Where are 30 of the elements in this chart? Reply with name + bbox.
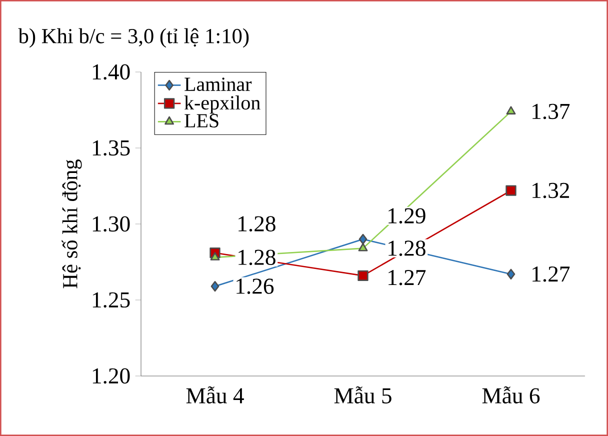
point bbox=[506, 185, 516, 196]
y-axis-title: Hệ số khí động bbox=[62, 160, 82, 288]
point bbox=[358, 234, 368, 245]
y-tick-label: 1.35 bbox=[92, 140, 130, 156]
point bbox=[210, 252, 220, 260]
point bbox=[358, 270, 368, 282]
data-label: 1.27 bbox=[388, 270, 426, 286]
y-tick-label: 1.30 bbox=[92, 216, 130, 232]
y-tick-label: 1.20 bbox=[92, 368, 130, 384]
point bbox=[210, 280, 220, 292]
data-label: 1.28 bbox=[388, 240, 426, 256]
data-label: 1.28 bbox=[238, 250, 276, 266]
point bbox=[506, 268, 516, 280]
y-tick-label: 1.40 bbox=[92, 64, 130, 80]
chart-title: b) Khi b/c = 3,0 (tỉ lệ 1:10) bbox=[18, 28, 249, 48]
legend-label: k-epxilon bbox=[184, 96, 260, 114]
legend-label: Laminar bbox=[184, 78, 252, 92]
y-tick-label: 1.25 bbox=[92, 292, 130, 308]
data-label: 1.32 bbox=[532, 182, 569, 198]
data-label: 1.29 bbox=[388, 208, 426, 224]
data-label: 1.27 bbox=[532, 266, 570, 282]
legend-label: LES bbox=[184, 114, 218, 128]
data-label: 1.26 bbox=[236, 278, 274, 294]
point bbox=[358, 242, 368, 252]
x-tick-label: Mẫu 6 bbox=[482, 386, 540, 404]
data-label: 1.28 bbox=[238, 216, 276, 232]
point bbox=[506, 106, 516, 115]
x-tick-label: Mẫu 5 bbox=[334, 386, 392, 404]
data-label: 1.37 bbox=[532, 104, 570, 120]
x-tick-label: Mẫu 4 bbox=[186, 386, 244, 404]
